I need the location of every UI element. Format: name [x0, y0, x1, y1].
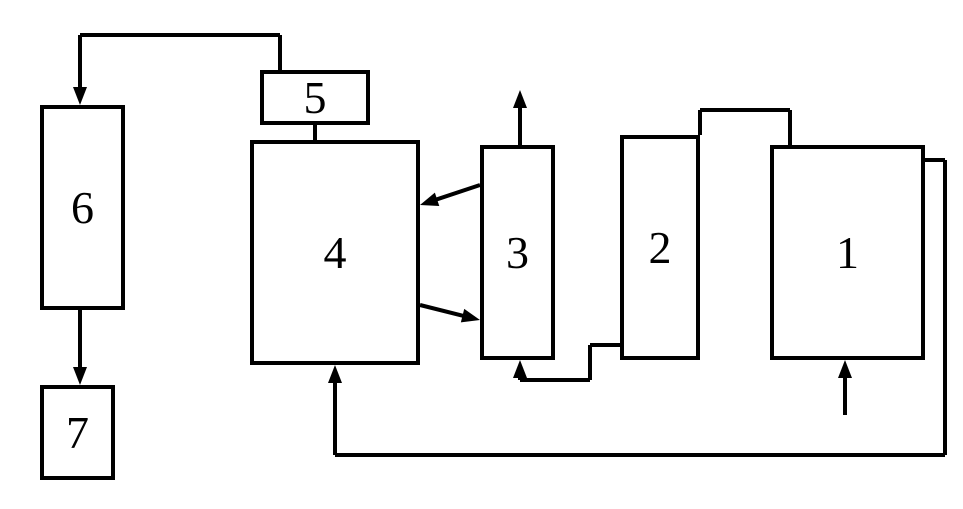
- node-5: 5: [260, 70, 370, 125]
- node-1-label: 1: [836, 230, 859, 276]
- node-4: 4: [250, 140, 420, 365]
- node-6-label: 6: [71, 185, 94, 231]
- node-7-label: 7: [66, 410, 89, 456]
- node-1: 1: [770, 145, 925, 360]
- node-5-label: 5: [304, 75, 327, 121]
- node-3: 3: [480, 145, 555, 360]
- node-6: 6: [40, 105, 125, 310]
- node-2: 2: [620, 135, 700, 360]
- node-3-label: 3: [506, 230, 529, 276]
- node-2-label: 2: [649, 225, 672, 271]
- node-4-label: 4: [324, 230, 347, 276]
- node-7: 7: [40, 385, 115, 480]
- diagram-canvas: 1 2 3 4 5 6 7: [0, 0, 963, 509]
